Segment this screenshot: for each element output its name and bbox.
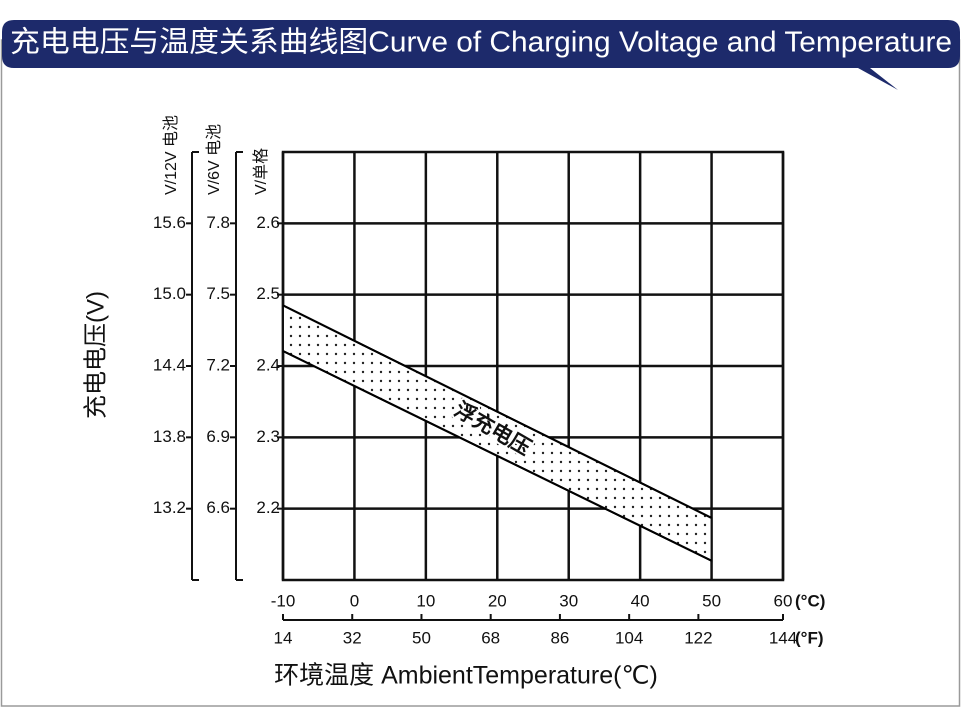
- band-edge: [282, 304, 713, 519]
- title-bar: [2, 20, 960, 90]
- y-tick-label: 7.5: [206, 284, 230, 303]
- x2-tick-label: 144: [769, 628, 797, 647]
- x2-tick-label: 86: [550, 628, 569, 647]
- y2-axis-label: V/6V 电池: [205, 124, 223, 195]
- y-tick-label: 6.9: [206, 427, 230, 446]
- x2-tick-label: 104: [615, 628, 643, 647]
- x-tick-label: -10: [271, 591, 296, 610]
- y-tick-label: 15.0: [153, 284, 186, 303]
- x-tick-label: 50: [702, 591, 721, 610]
- x2-tick-label: 14: [274, 628, 293, 647]
- y-tick-label: 2.2: [256, 498, 280, 517]
- band-edge: [282, 350, 713, 562]
- x2-tick-label: 68: [481, 628, 500, 647]
- x2-tick-label: 50: [412, 628, 431, 647]
- y-tick-label: 7.2: [206, 355, 230, 374]
- y-tick-label: 6.6: [206, 498, 230, 517]
- x-tick-label: 30: [559, 591, 578, 610]
- x-tick-label: 20: [488, 591, 507, 610]
- x-tick-label: 10: [416, 591, 435, 610]
- y-tick-label: 15.6: [153, 213, 186, 232]
- x2-unit: (°F): [795, 628, 824, 647]
- y-tick-label: 14.4: [153, 355, 186, 374]
- y-tick-label: 2.5: [256, 284, 280, 303]
- x-tick-label: 60: [774, 591, 793, 610]
- y-tick-label: 2.6: [256, 213, 280, 232]
- y3-axis-label: V/12V 电池: [162, 115, 180, 195]
- y-tick-label: 13.8: [153, 427, 186, 446]
- x-tick-label: 0: [350, 591, 359, 610]
- x-unit: (°C): [795, 591, 825, 610]
- x2-tick-label: 122: [684, 628, 712, 647]
- chart-title: 充电电压与温度关系曲线图Curve of Charging Voltage an…: [10, 26, 952, 59]
- x2-tick-label: 32: [343, 628, 362, 647]
- x-title: 环境温度 AmbientTemperature(℃): [274, 662, 658, 690]
- x-tick-label: 40: [631, 591, 650, 610]
- y-tick-label: 7.8: [206, 213, 230, 232]
- y-tick-label: 13.2: [153, 498, 186, 517]
- y-axis-label: V/单格: [252, 148, 270, 195]
- y-title: 充电电压(V): [82, 291, 109, 419]
- y-tick-label: 2.3: [256, 427, 280, 446]
- y-tick-label: 2.4: [256, 355, 280, 374]
